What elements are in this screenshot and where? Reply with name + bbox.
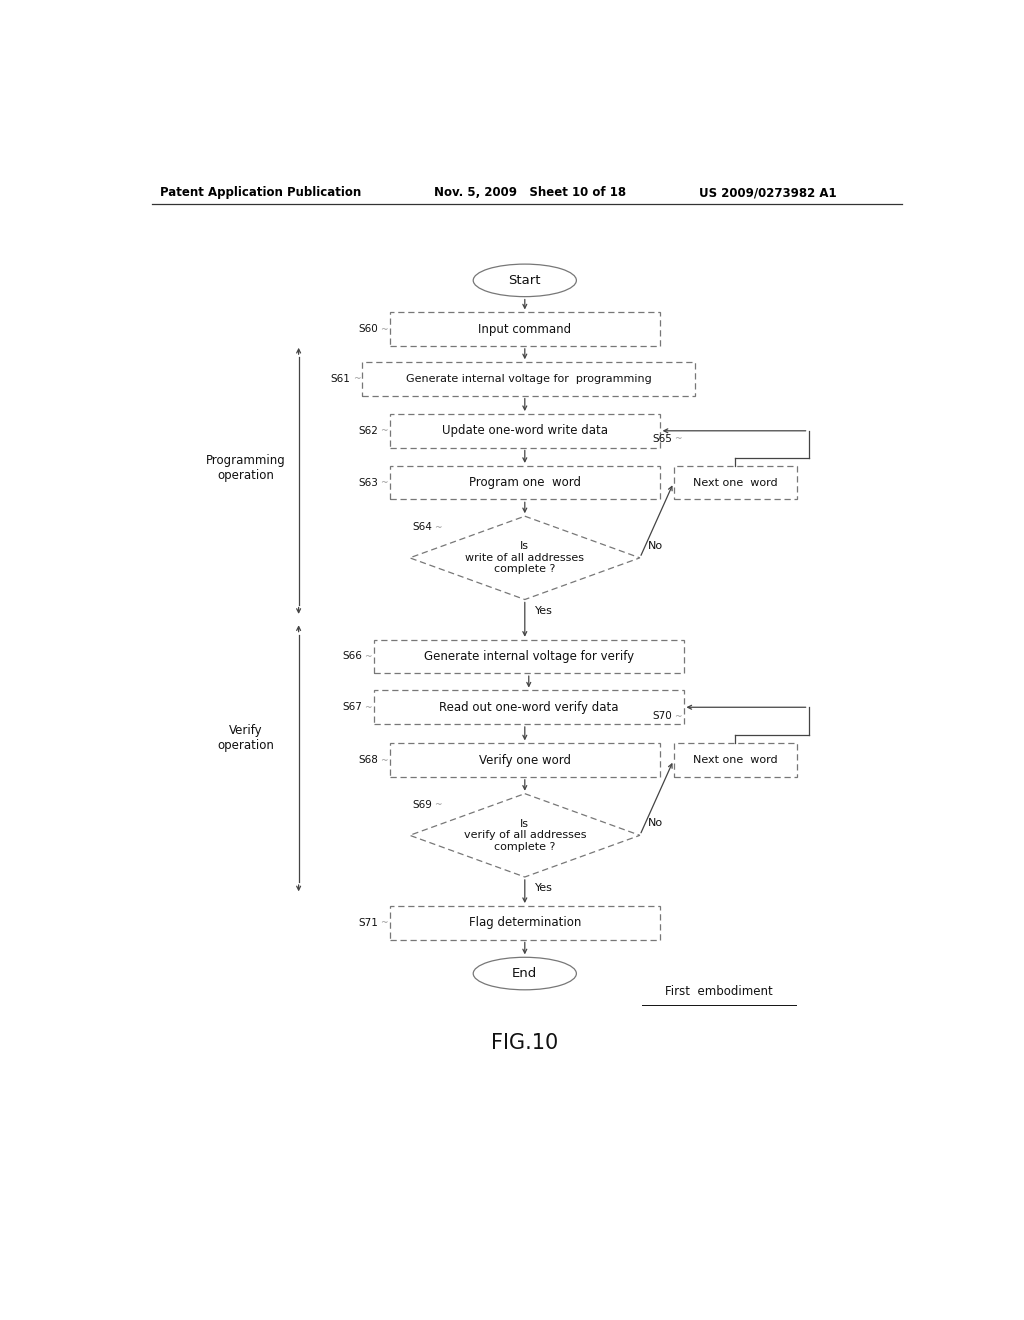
Text: Program one  word: Program one word [469,477,581,490]
Polygon shape [410,793,640,876]
Text: S64: S64 [412,523,432,532]
Text: Nov. 5, 2009   Sheet 10 of 18: Nov. 5, 2009 Sheet 10 of 18 [433,186,626,199]
Text: ~: ~ [352,375,360,383]
FancyBboxPatch shape [390,414,659,447]
FancyBboxPatch shape [390,466,659,499]
Text: ~: ~ [434,800,441,809]
FancyBboxPatch shape [374,690,684,725]
Text: S62: S62 [358,426,378,436]
Text: S70: S70 [652,711,672,721]
Text: ~: ~ [380,426,388,436]
Text: ~: ~ [380,755,388,764]
Text: S69: S69 [412,800,432,810]
Ellipse shape [473,957,577,990]
Text: ~: ~ [365,652,372,661]
Text: S60: S60 [358,325,378,334]
Text: Verify one word: Verify one word [479,754,570,767]
Text: US 2009/0273982 A1: US 2009/0273982 A1 [699,186,837,199]
FancyBboxPatch shape [390,313,659,346]
Text: ~: ~ [434,523,441,532]
Text: Start: Start [509,273,541,286]
Text: Input command: Input command [478,322,571,335]
Text: S63: S63 [358,478,378,487]
FancyBboxPatch shape [390,743,659,777]
FancyBboxPatch shape [674,743,797,777]
Polygon shape [410,516,640,599]
Text: Is
verify of all addresses
complete ?: Is verify of all addresses complete ? [464,818,586,851]
Text: Yes: Yes [536,606,553,615]
Text: FIG.10: FIG.10 [492,1032,558,1052]
Text: Programming
operation: Programming operation [206,454,286,482]
Text: ~: ~ [365,702,372,711]
Text: S68: S68 [358,755,378,766]
Text: S65: S65 [652,433,672,444]
Text: Patent Application Publication: Patent Application Publication [160,186,361,199]
Text: End: End [512,968,538,979]
Text: First  embodiment: First embodiment [666,985,773,998]
Text: ~: ~ [380,325,388,334]
FancyBboxPatch shape [674,466,797,499]
Text: Update one-word write data: Update one-word write data [441,424,608,437]
Text: S71: S71 [358,917,378,928]
Text: No: No [648,541,663,550]
Text: Next one  word: Next one word [693,755,777,766]
Text: No: No [648,818,663,828]
Text: S66: S66 [342,652,362,661]
Text: Read out one-word verify data: Read out one-word verify data [439,701,618,714]
Text: S61: S61 [331,374,350,384]
FancyBboxPatch shape [374,640,684,673]
Text: S67: S67 [342,702,362,713]
Text: Is
write of all addresses
complete ?: Is write of all addresses complete ? [465,541,585,574]
Text: Generate internal voltage for verify: Generate internal voltage for verify [424,649,634,663]
Ellipse shape [473,264,577,297]
Text: Flag determination: Flag determination [469,916,581,929]
Text: ~: ~ [675,711,682,721]
FancyBboxPatch shape [362,362,695,396]
Text: ~: ~ [380,919,388,927]
Text: Yes: Yes [536,883,553,894]
Text: Next one  word: Next one word [693,478,777,487]
Text: Verify
operation: Verify operation [217,723,273,752]
FancyBboxPatch shape [390,906,659,940]
Text: Generate internal voltage for  programming: Generate internal voltage for programmin… [406,374,651,384]
Text: ~: ~ [675,434,682,444]
Text: ~: ~ [380,478,388,487]
